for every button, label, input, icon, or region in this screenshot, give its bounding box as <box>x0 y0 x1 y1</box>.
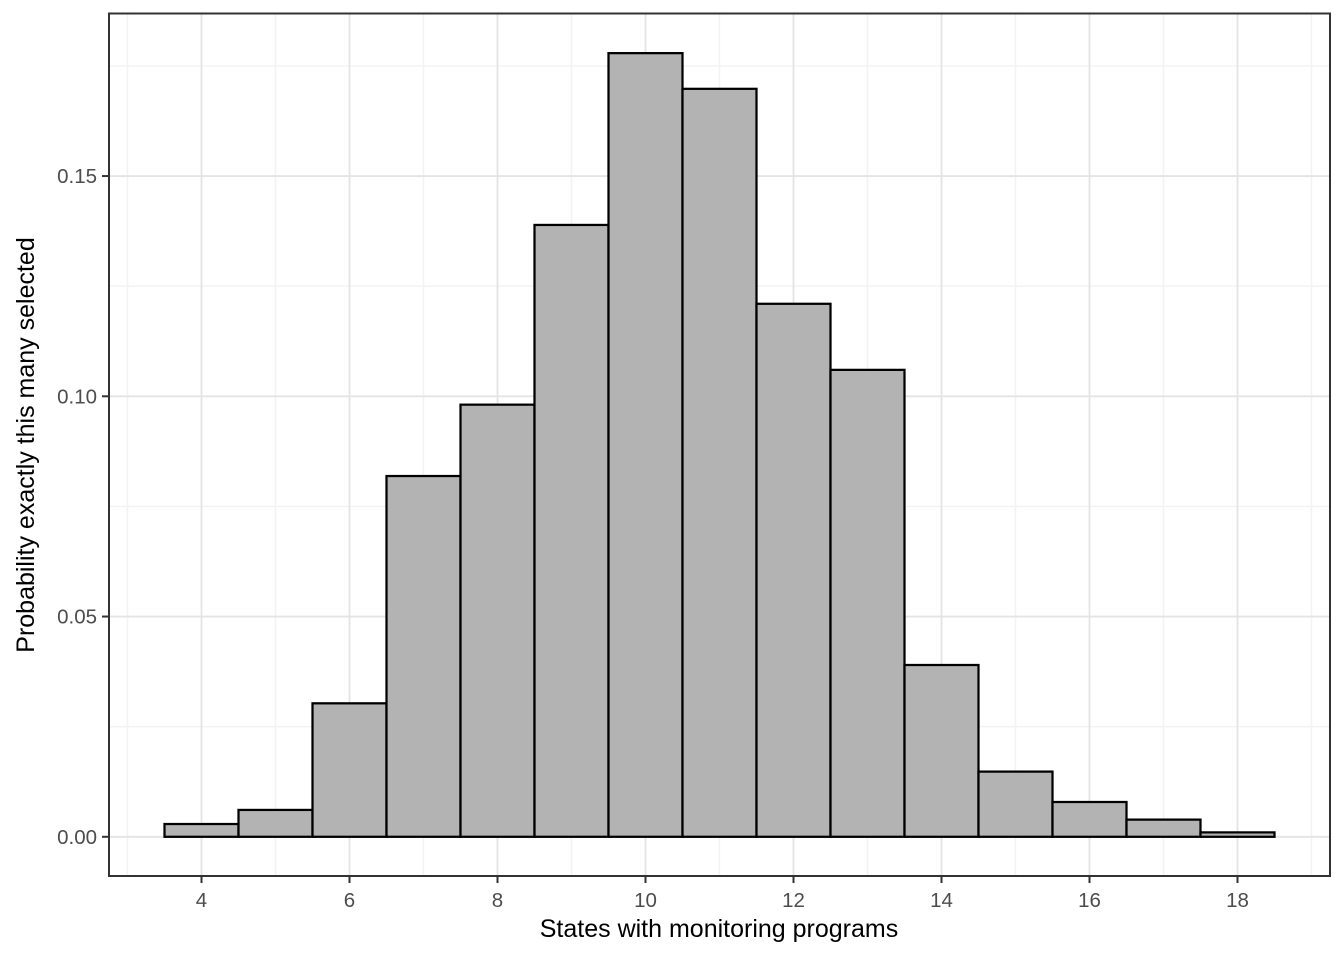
histogram-bar <box>385 474 462 838</box>
x-tick-label: 8 <box>492 889 503 912</box>
histogram-bar <box>829 368 906 838</box>
y-axis-title: Probability exactly this many selected <box>12 237 40 652</box>
plot-panel: 4 6 8 10 12 14 16 18 0.00 0.05 0.10 0.15 <box>57 12 1331 912</box>
y-tick-label: 0.10 <box>57 385 97 408</box>
histogram-bar <box>533 223 610 838</box>
x-tick-label: 14 <box>930 889 953 912</box>
histogram-bar <box>311 702 388 838</box>
histogram-bar <box>755 302 832 838</box>
histogram-bar <box>681 87 758 838</box>
y-tick-label: 0.15 <box>57 165 97 188</box>
histogram-bar <box>1051 800 1128 838</box>
x-tick-label: 10 <box>634 889 657 912</box>
x-tick-label: 12 <box>782 889 805 912</box>
histogram-bar <box>459 403 536 838</box>
histogram-bar <box>163 822 240 838</box>
x-tick-label: 16 <box>1078 889 1101 912</box>
y-tick-label: 0.05 <box>57 606 97 629</box>
histogram-bar <box>903 663 980 838</box>
histogram-bar <box>1125 818 1202 838</box>
histogram-bar <box>977 770 1054 838</box>
panel-border <box>108 12 1331 877</box>
y-tick-label: 0.00 <box>57 826 97 849</box>
histogram-bar <box>237 808 314 838</box>
histogram-bar <box>1199 831 1276 838</box>
x-tick-label: 6 <box>344 889 355 912</box>
x-axis-title: States with monitoring programs <box>540 915 898 943</box>
histogram-bar <box>607 52 684 838</box>
x-tick-label: 4 <box>196 889 207 912</box>
x-tick-label: 18 <box>1226 889 1249 912</box>
